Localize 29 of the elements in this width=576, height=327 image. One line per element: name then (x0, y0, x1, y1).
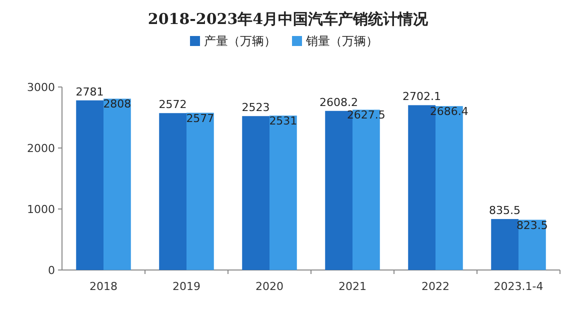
bar (76, 100, 104, 270)
x-tick-label: 2019 (172, 280, 200, 293)
data-label: 2577 (186, 112, 214, 125)
data-label: 2572 (158, 98, 187, 112)
chart-title: 2018-2023年4月中国汽车产销统计情况 (148, 10, 430, 28)
y-tick-label: 1000 (27, 203, 55, 216)
y-tick-label: 2000 (27, 142, 55, 155)
x-tick-label: 2023.1-4 (494, 280, 544, 293)
data-label: 2781 (76, 85, 104, 98)
bar (270, 116, 297, 270)
x-tick-label: 2022 (422, 280, 450, 293)
data-label: 2531 (269, 114, 298, 128)
legend-label: 产量（万辆） (204, 34, 276, 48)
bar (242, 116, 270, 270)
data-label: 2808 (103, 98, 132, 111)
y-tick-label: 0 (48, 264, 55, 277)
data-label: 2523 (242, 101, 270, 114)
x-tick-label: 2021 (338, 280, 366, 293)
x-tick-label: 2018 (90, 280, 118, 293)
data-label: 2702.1 (402, 90, 442, 104)
bar (491, 219, 518, 270)
y-tick-label: 3000 (27, 81, 55, 94)
x-tick-label: 2020 (256, 280, 284, 293)
bar (159, 113, 186, 270)
legend-label: 销量（万辆） (305, 34, 378, 48)
data-label: 835.5 (489, 204, 521, 218)
data-label: 2608.2 (320, 96, 358, 109)
bar (104, 98, 131, 270)
bar (186, 112, 214, 270)
